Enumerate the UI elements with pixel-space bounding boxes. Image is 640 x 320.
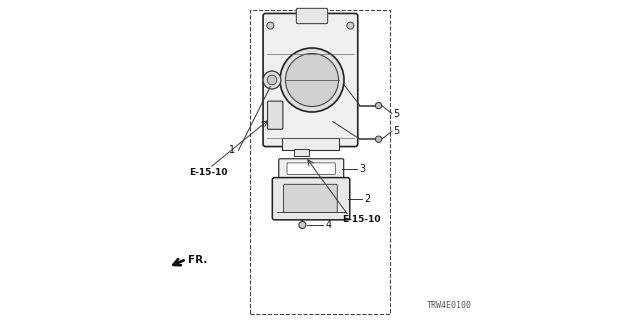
Text: 4: 4 bbox=[326, 220, 332, 230]
Text: 5: 5 bbox=[394, 126, 400, 136]
Text: E-15-10: E-15-10 bbox=[189, 168, 227, 177]
Text: 1: 1 bbox=[229, 145, 236, 156]
Circle shape bbox=[268, 75, 277, 85]
Circle shape bbox=[280, 48, 344, 112]
Circle shape bbox=[299, 221, 306, 228]
FancyBboxPatch shape bbox=[284, 184, 337, 212]
Circle shape bbox=[375, 136, 381, 142]
Bar bbox=[250, 10, 390, 314]
Bar bbox=[282, 138, 339, 150]
Circle shape bbox=[267, 22, 274, 29]
Text: 3: 3 bbox=[359, 164, 365, 174]
Text: FR.: FR. bbox=[188, 255, 207, 265]
Text: 2: 2 bbox=[364, 194, 371, 204]
Text: E-15-10: E-15-10 bbox=[342, 215, 381, 224]
Circle shape bbox=[285, 53, 339, 107]
Text: 5: 5 bbox=[394, 108, 400, 119]
FancyBboxPatch shape bbox=[279, 159, 344, 179]
FancyBboxPatch shape bbox=[263, 13, 358, 147]
Circle shape bbox=[347, 22, 354, 29]
Bar bbox=[294, 149, 308, 156]
FancyBboxPatch shape bbox=[296, 8, 328, 24]
FancyBboxPatch shape bbox=[273, 178, 349, 220]
Circle shape bbox=[375, 102, 381, 109]
FancyBboxPatch shape bbox=[268, 101, 283, 129]
Text: TRW4E0100: TRW4E0100 bbox=[427, 301, 472, 310]
Circle shape bbox=[263, 71, 281, 89]
FancyBboxPatch shape bbox=[287, 163, 335, 174]
